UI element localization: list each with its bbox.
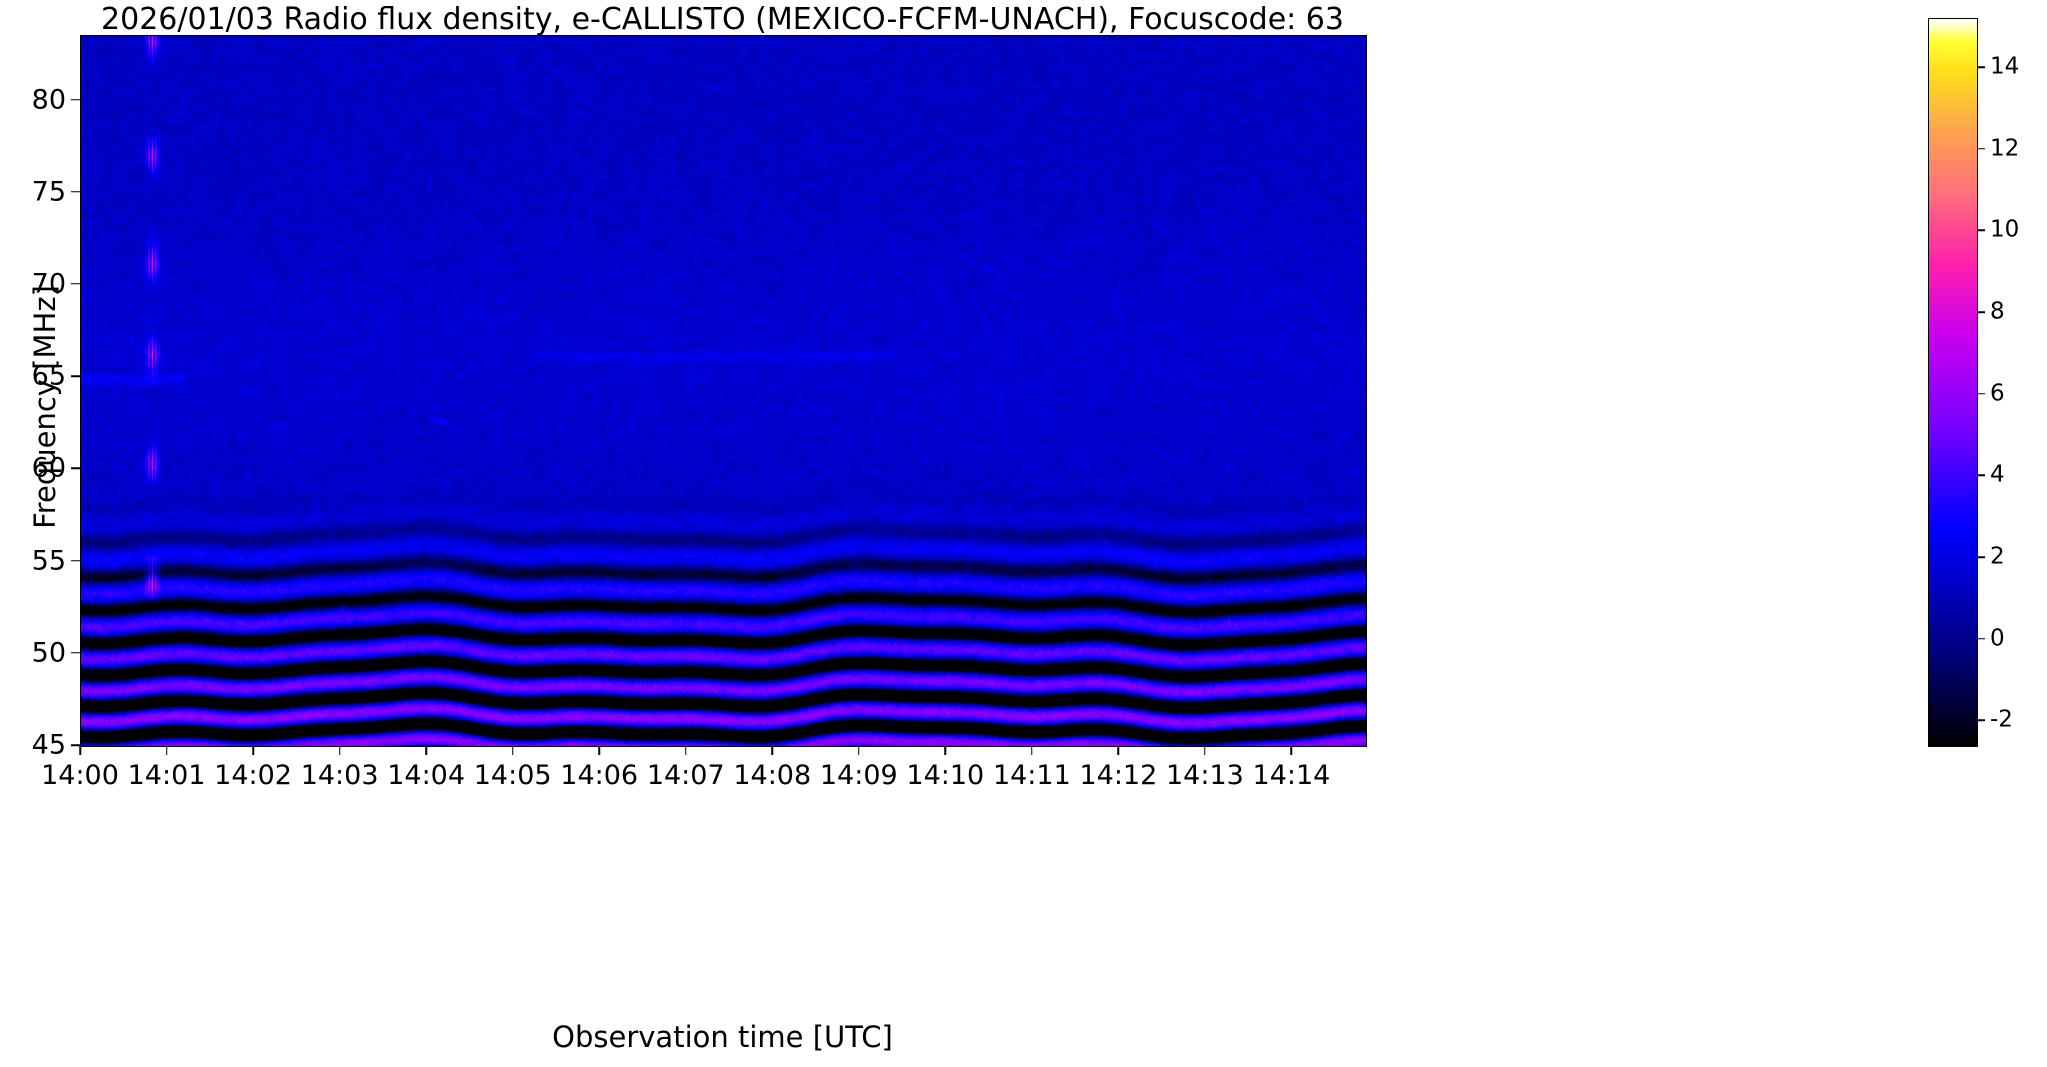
x-tick-label: 14:00 <box>41 760 119 791</box>
x-tick-mark <box>858 746 860 755</box>
colorbar-tick-mark <box>1977 719 1985 722</box>
x-tick-label: 14:08 <box>733 760 812 791</box>
x-tick-mark <box>1204 746 1206 755</box>
x-tick-mark <box>771 746 773 755</box>
colorbar-gradient <box>1929 19 1977 746</box>
x-tick-mark <box>1290 746 1293 755</box>
x-tick-label: 14:05 <box>473 760 552 791</box>
x-tick-mark <box>511 746 514 755</box>
colorbar-tick-mark <box>1977 229 1985 232</box>
colorbar-tick-label: 12 <box>1990 135 2020 162</box>
x-tick-mark <box>684 746 687 755</box>
y-tick-label: 80 <box>31 84 66 116</box>
y-tick-mark <box>71 191 80 193</box>
y-tick-label: 60 <box>31 452 66 484</box>
colorbar-tick-mark <box>1977 393 1985 395</box>
x-tick-mark <box>165 746 168 755</box>
y-tick-mark <box>71 652 80 654</box>
x-tick-label: 14:14 <box>1252 760 1331 791</box>
colorbar-tick-mark <box>1977 556 1985 558</box>
y-tick-mark <box>71 98 80 101</box>
page-title: 2026/01/03 Radio flux density, e-CALLIST… <box>101 2 1344 37</box>
x-tick-label: 14:13 <box>1166 760 1244 791</box>
colorbar-tick-mark <box>1977 66 1985 68</box>
spectrogram-axes <box>80 35 1367 747</box>
y-tick-mark <box>71 744 80 746</box>
y-tick-label: 45 <box>31 729 66 761</box>
y-tick-label: 75 <box>31 176 66 208</box>
x-tick-label: 14:09 <box>819 760 898 791</box>
colorbar-tick-label: -2 <box>1990 706 2013 733</box>
x-tick-mark <box>944 746 947 755</box>
x-tick-mark <box>79 746 81 755</box>
colorbar-tick-mark <box>1977 638 1985 640</box>
colorbar-tick-label: 6 <box>1990 380 2005 407</box>
x-axis: 14:00 14:01 14:02 14:03 14:04 14:05 14:06 14:07… <box>0 746 2047 806</box>
colorbar-tick-label: 14 <box>1990 53 2020 80</box>
x-tick-label: 14:02 <box>214 760 292 791</box>
y-tick-mark <box>71 375 80 377</box>
colorbar-axis: 14 12 10 8 6 4 2 0 -2 <box>1977 0 2047 1067</box>
y-tick-label: 65 <box>31 360 66 392</box>
colorbar-tick-mark <box>1977 311 1985 313</box>
colorbar-tick-label: 2 <box>1990 543 2005 570</box>
y-tick-label: 55 <box>31 545 66 577</box>
x-tick-mark <box>425 746 427 755</box>
x-tick-mark <box>1117 746 1120 755</box>
y-tick-mark <box>71 467 80 470</box>
x-tick-label: 14:01 <box>127 760 206 791</box>
y-axis-label: Frequency [MHz] <box>28 285 62 529</box>
x-tick-label: 14:10 <box>906 760 985 791</box>
colorbar <box>1928 18 1978 747</box>
colorbar-tick-mark <box>1977 147 1985 150</box>
colorbar-tick-label: 4 <box>1990 461 2005 488</box>
x-tick-mark <box>598 746 600 755</box>
x-tick-label: 14:11 <box>992 760 1071 791</box>
colorbar-tick-label: 0 <box>1990 625 2005 652</box>
y-tick-label: 70 <box>31 268 66 300</box>
y-axis: 80 75 70 65 60 55 50 45 <box>0 0 80 1067</box>
y-tick-label: 50 <box>31 637 66 669</box>
colorbar-tick-mark <box>1977 474 1985 477</box>
x-tick-label: 14:03 <box>300 760 379 791</box>
y-tick-mark <box>71 559 80 562</box>
x-tick-label: 14:04 <box>387 760 466 791</box>
spectrogram-image <box>81 36 1366 746</box>
x-tick-mark <box>1031 746 1033 755</box>
x-tick-mark <box>252 746 254 755</box>
x-tick-label: 14:06 <box>560 760 639 791</box>
x-tick-label: 14:12 <box>1079 760 1158 791</box>
x-axis-label: Observation time [UTC] <box>552 1020 893 1054</box>
x-tick-mark <box>338 746 341 755</box>
colorbar-tick-label: 10 <box>1990 216 2020 243</box>
x-tick-label: 14:07 <box>646 760 725 791</box>
colorbar-tick-label: 8 <box>1990 298 2005 325</box>
y-tick-mark <box>71 283 80 285</box>
